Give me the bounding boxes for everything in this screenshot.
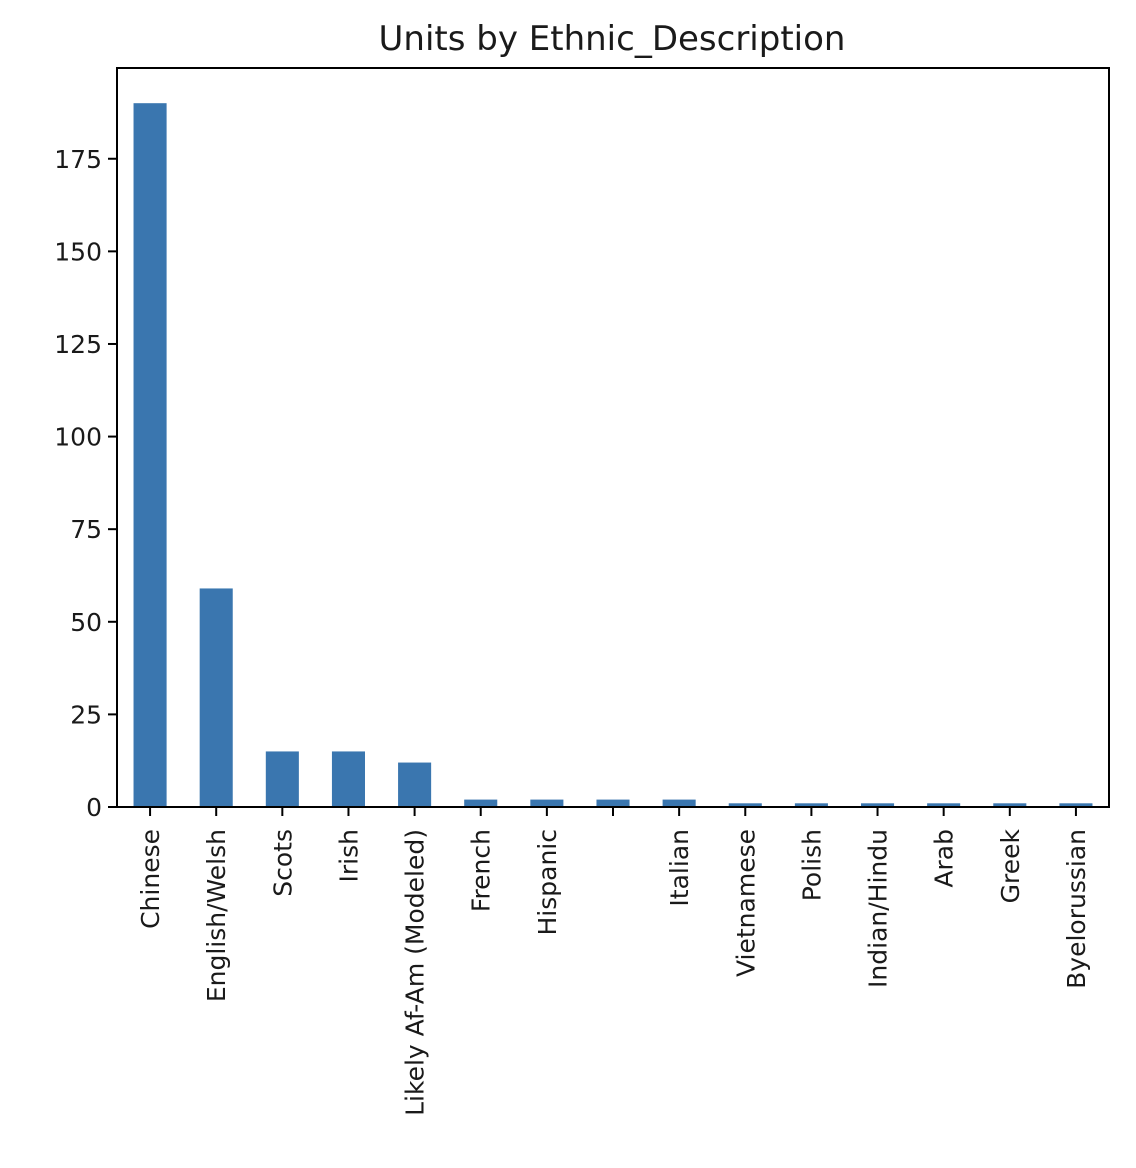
- bar-12: [927, 803, 961, 807]
- bar-6: [530, 799, 564, 807]
- y-tick-label-7: 175: [54, 145, 102, 174]
- y-axis: 0 25 50 75 100 125 150 175: [54, 145, 117, 822]
- bar-13: [993, 803, 1027, 807]
- bar-2: [265, 751, 299, 807]
- bar-1: [199, 588, 233, 807]
- x-tick-label-3: Irish: [334, 829, 363, 882]
- x-tick-label-0: Chinese: [136, 829, 165, 929]
- y-tick-label-2: 50: [70, 608, 102, 637]
- y-tick-label-5: 125: [54, 330, 102, 359]
- x-tick-label-5: French: [467, 829, 496, 912]
- x-tick-label-12: Arab: [930, 829, 959, 888]
- y-tick-label-6: 150: [54, 237, 102, 266]
- x-tick-label-1: English/Welsh: [202, 829, 231, 1002]
- x-tick-label-2: Scots: [268, 829, 297, 897]
- chart-title: Units by Ethnic_Description: [379, 19, 846, 59]
- bar-11: [861, 803, 895, 807]
- y-tick-label-3: 75: [70, 515, 102, 544]
- bar-10: [794, 803, 828, 807]
- bar-7: [596, 799, 630, 807]
- x-tick-label-10: Polish: [797, 829, 826, 901]
- y-tick-label-0: 0: [86, 793, 102, 822]
- bar-9: [728, 803, 762, 807]
- bar-14: [1059, 803, 1093, 807]
- x-tick-label-4: Likely Af-Am (Modeled): [401, 829, 430, 1116]
- x-tick-label-13: Greek: [996, 828, 1025, 903]
- y-tick-label-4: 100: [54, 423, 102, 452]
- x-tick-label-11: Indian/Hindu: [864, 829, 893, 988]
- x-tick-label-8: Italian: [665, 829, 694, 907]
- plot-frame: [116, 67, 1110, 808]
- bars-layer: [133, 103, 1093, 807]
- x-axis: Chinese English/Welsh Scots Irish Likely Af-…: [136, 807, 1091, 1116]
- y-tick-label-1: 25: [70, 700, 102, 729]
- x-tick-label-14: Byelorussian: [1062, 829, 1091, 989]
- x-tick-label-6: Hispanic: [533, 829, 562, 936]
- x-tick-label-9: Vietnamese: [731, 829, 760, 977]
- bar-3: [331, 751, 365, 807]
- bar-5: [464, 799, 498, 807]
- bar-4: [398, 762, 432, 807]
- bar-0: [133, 103, 167, 807]
- bar-8: [662, 799, 696, 807]
